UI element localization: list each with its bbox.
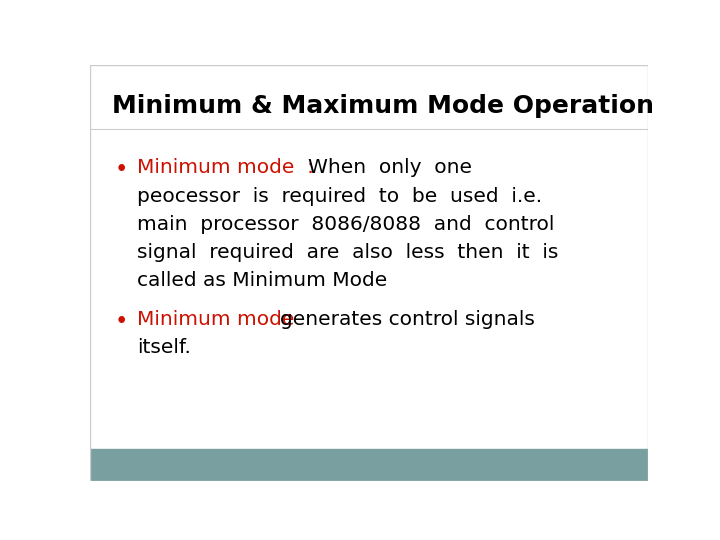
Text: itself.: itself. [138, 339, 192, 357]
Text: Minimum mode: Minimum mode [138, 310, 301, 329]
Text: •: • [115, 158, 128, 181]
Text: main  processor  8086/8088  and  control: main processor 8086/8088 and control [138, 215, 555, 234]
Text: Minimum & Maximum Mode Operation: Minimum & Maximum Mode Operation [112, 94, 654, 118]
Text: peocessor  is  required  to  be  used  i.e.: peocessor is required to be used i.e. [138, 187, 543, 206]
Bar [90, 449, 648, 481]
Text: When  only  one: When only one [307, 158, 472, 177]
Text: •: • [115, 310, 128, 333]
Text: signal  required  are  also  less  then  it  is: signal required are also less then it is [138, 243, 559, 262]
Text: called as Minimum Mode: called as Minimum Mode [138, 272, 387, 291]
Text: Minimum mode  :: Minimum mode : [138, 158, 321, 177]
Text: generates control signals: generates control signals [280, 310, 534, 329]
